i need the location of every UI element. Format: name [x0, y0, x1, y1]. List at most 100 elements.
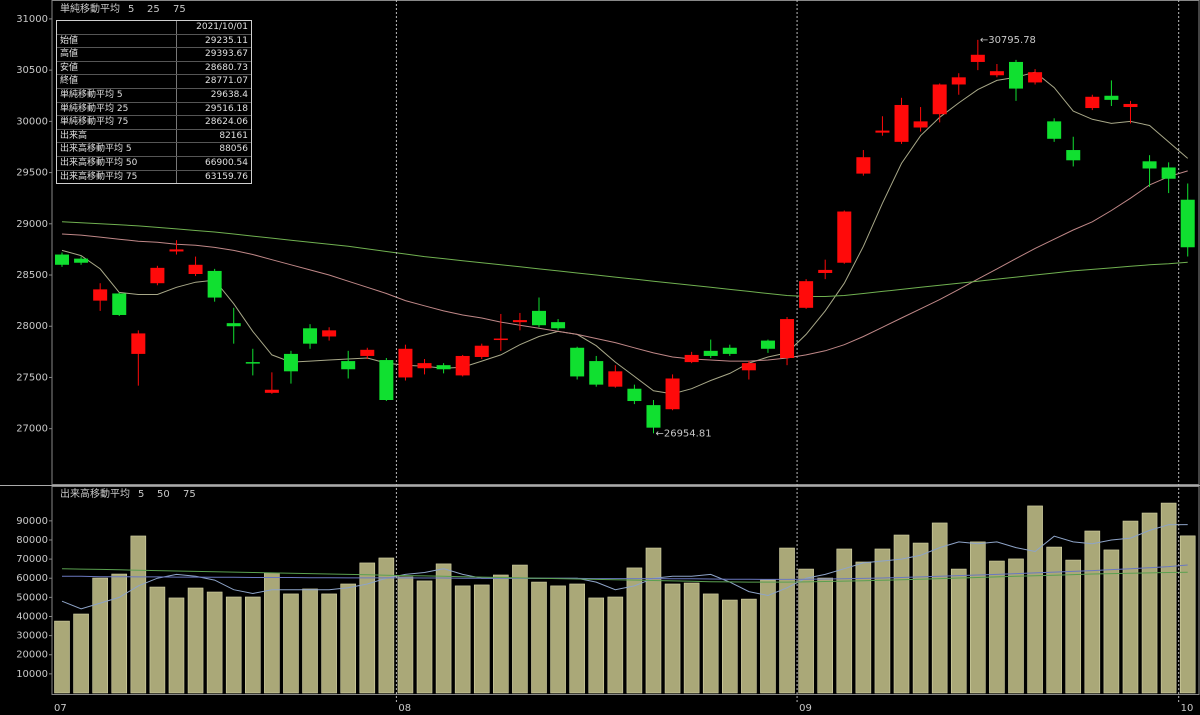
candle-body	[1047, 121, 1062, 139]
volume-bar	[435, 563, 452, 694]
y-tick-label: 29000	[16, 219, 48, 230]
info-row: 安値 28680.73	[57, 60, 251, 75]
candle-body	[970, 54, 985, 62]
volume-bar	[893, 534, 910, 694]
volume-bar	[1084, 530, 1101, 694]
volume-bar	[874, 548, 891, 694]
candle-body	[913, 121, 928, 128]
y-tick-label: 90000	[16, 516, 48, 527]
info-label: 始値	[57, 34, 177, 48]
info-value: 29235.11	[205, 35, 248, 46]
candle-body	[951, 77, 966, 85]
candle-body	[532, 310, 546, 326]
info-row: 出来高移動平均 5 88056	[57, 142, 251, 156]
volume-bar	[1179, 535, 1196, 694]
x-tick-label: 07	[54, 703, 67, 714]
info-row: 高値 29393.67	[57, 47, 251, 61]
candle-body	[1142, 161, 1157, 169]
legend-entry: 50	[157, 489, 170, 500]
info-label: 出来高	[57, 129, 177, 143]
candle-body	[875, 130, 890, 133]
candle-body	[760, 340, 775, 349]
candle-body	[226, 323, 241, 327]
volume-bar	[683, 582, 700, 694]
info-value: 88056	[219, 144, 248, 155]
candle-body	[493, 338, 508, 341]
candle-body	[1028, 72, 1043, 83]
volume-panel	[51, 486, 1200, 695]
volume-bar	[702, 593, 719, 694]
info-value: 28624.06	[205, 117, 248, 128]
candle-body	[1123, 103, 1138, 108]
info-value: 28771.07	[205, 76, 248, 87]
candle-body	[627, 388, 642, 402]
volume-bar	[187, 587, 204, 694]
candle-body	[455, 355, 470, 376]
candle-body	[703, 350, 718, 356]
y-tick-label: 28000	[16, 321, 48, 332]
candle-body	[169, 249, 184, 252]
info-row: 終値 28771.07	[57, 74, 251, 88]
volume-bar	[512, 564, 528, 694]
candle-body	[341, 361, 356, 370]
y-tick-label: 70000	[16, 554, 48, 565]
moving-average-line	[61, 524, 1188, 610]
volume-bar	[912, 542, 929, 694]
info-value: 66900.54	[205, 157, 248, 168]
volume-bar	[130, 535, 147, 694]
y-tick-label: 50000	[16, 592, 48, 603]
info-header: 2021/10/01	[57, 21, 251, 34]
candle-body	[856, 157, 871, 174]
volume-bar	[168, 597, 185, 694]
info-value: 63159.76	[205, 171, 248, 182]
moving-average-line	[61, 170, 1188, 362]
y-tick-label: 30000	[16, 116, 48, 127]
y-tick-label: 10000	[16, 669, 48, 680]
candle-body	[112, 293, 127, 315]
volume-bar	[760, 579, 776, 694]
volume-bar	[989, 560, 1005, 694]
volume-bar	[741, 598, 757, 694]
candle-body	[512, 320, 527, 323]
volume-bar	[454, 585, 471, 694]
info-row: 出来高 82161	[57, 128, 251, 143]
candle-body	[74, 258, 89, 263]
candle-body	[398, 348, 413, 378]
info-blank	[57, 21, 177, 34]
candle-body	[360, 349, 375, 356]
x-tick-label: 10	[1181, 703, 1194, 714]
candle-body	[780, 319, 795, 358]
info-row: 始値 29235.11	[57, 33, 251, 48]
volume-bar	[149, 586, 166, 694]
volume-bar	[1046, 546, 1062, 694]
volume-bar	[1160, 502, 1177, 694]
candle-body	[131, 333, 146, 354]
info-date: 2021/10/01	[196, 22, 248, 32]
info-label: 高値	[57, 48, 177, 61]
legend-entry: 75	[183, 489, 196, 500]
volume-bar	[73, 613, 89, 694]
volume-bar	[721, 599, 738, 694]
legend-entry: 25	[147, 4, 160, 15]
info-label: 出来高移動平均 75	[57, 170, 177, 184]
candle-body	[989, 71, 1004, 76]
volume-bar	[416, 580, 433, 694]
candle-body	[207, 270, 222, 298]
candle-body	[1161, 167, 1176, 179]
y-tick-label: 30500	[16, 65, 48, 76]
info-label: 単純移動平均 75	[57, 116, 177, 129]
candle-body	[264, 389, 279, 393]
info-value: 29638.4	[210, 89, 248, 100]
y-tick-label: 29500	[16, 168, 48, 179]
volume-bar	[1122, 520, 1139, 694]
info-label: 終値	[57, 75, 177, 88]
candle-body	[379, 360, 394, 400]
moving-average-line	[61, 221, 1188, 297]
info-value: 29393.67	[205, 49, 248, 60]
volume-bar	[111, 573, 128, 694]
legend-entry: 5	[128, 4, 134, 15]
candle-body	[150, 267, 165, 284]
volume-bar	[245, 596, 261, 694]
candle-body	[245, 362, 260, 364]
